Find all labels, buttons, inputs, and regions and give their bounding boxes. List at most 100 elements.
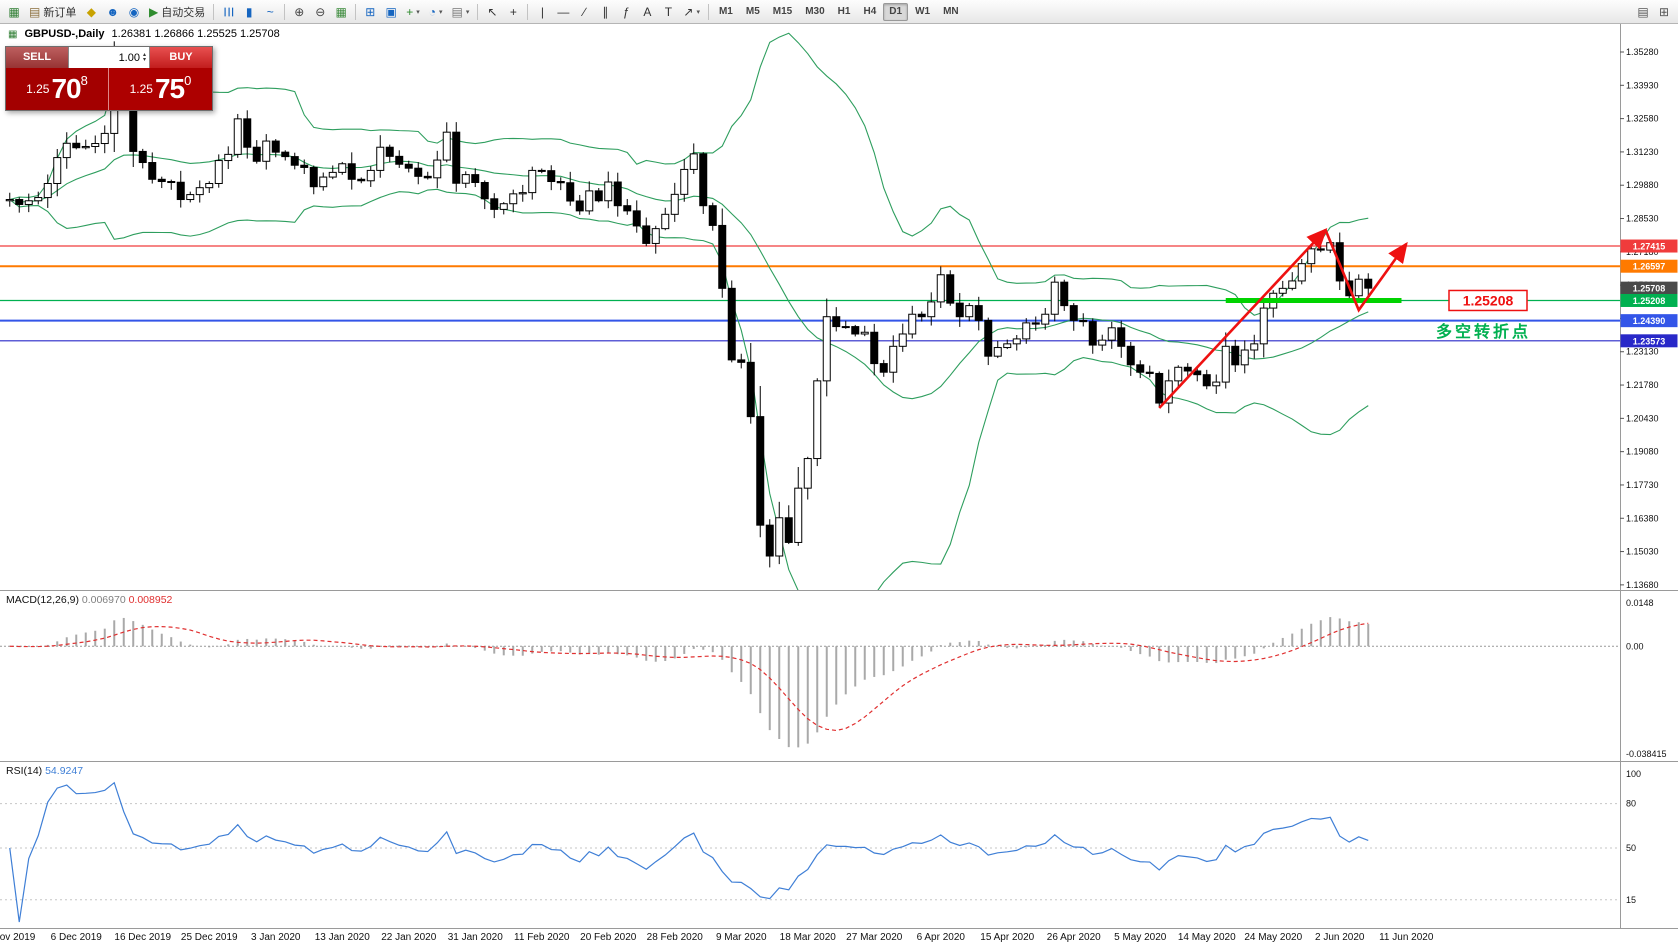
new-order-button[interactable]: ▤ 新订单 <box>25 2 80 22</box>
line-chart-type-icon: ~ <box>266 4 274 19</box>
timeframe-m15-button[interactable]: M15 <box>767 3 798 21</box>
candle <box>34 191 43 205</box>
timeframe-m1-button[interactable]: M1 <box>713 3 739 21</box>
candle <box>43 174 52 208</box>
printer-icon[interactable]: ▤ <box>1633 2 1653 22</box>
candle <box>718 208 727 298</box>
time-axis-label: 11 Feb 2020 <box>514 932 570 943</box>
candle <box>1354 274 1363 300</box>
svg-text:1.26597: 1.26597 <box>1633 262 1666 272</box>
candle <box>518 184 527 202</box>
candle <box>490 193 499 219</box>
bar-chart-type-icon[interactable]: ☰ <box>218 2 238 22</box>
candle <box>243 110 252 159</box>
candle <box>642 217 651 247</box>
bid-pipette: 8 <box>80 73 88 88</box>
fibonacci-icon: ƒ <box>623 4 630 19</box>
toolbar-separator <box>355 3 357 20</box>
price-axis-label: 1.13680 <box>1626 580 1659 590</box>
candle <box>15 197 24 213</box>
indicators-icon[interactable]: + ▾ <box>402 2 424 22</box>
bid-price[interactable]: 1.25 70 8 <box>6 68 109 110</box>
volume-stepper[interactable]: ▴ ▾ <box>142 51 146 63</box>
candle <box>537 168 546 174</box>
horizontal-line-icon[interactable]: — <box>553 2 573 22</box>
time-axis-label: 26 Apr 2020 <box>1047 932 1101 943</box>
candlestick-chart-type-icon[interactable]: ▮ <box>239 2 259 22</box>
cascade-windows-icon[interactable]: ▣ <box>381 2 401 22</box>
candle <box>623 198 632 215</box>
svg-text:1.24390: 1.24390 <box>1633 316 1666 326</box>
templates-icon[interactable]: ▤ ▾ <box>448 2 474 22</box>
candle <box>167 179 176 190</box>
trend-arrow <box>1324 229 1408 313</box>
expert-advisors-icon[interactable]: ◆ <box>81 2 101 22</box>
grid-icon[interactable]: ▦ <box>331 2 351 22</box>
arrows-icon[interactable]: ↗ ▾ <box>679 2 704 22</box>
text-label-icon[interactable]: T <box>658 2 678 22</box>
tile-windows-icon[interactable]: ⊞ <box>360 2 380 22</box>
timeframe-m30-button[interactable]: M30 <box>799 3 830 21</box>
ask-price[interactable]: 1.25 75 0 <box>109 68 212 110</box>
line-chart-type-icon[interactable]: ~ <box>260 2 280 22</box>
autotrading-button[interactable]: ▶ 自动交易 <box>145 2 209 22</box>
candle <box>594 188 603 203</box>
grid-icon: ▦ <box>335 4 347 19</box>
community-icon[interactable]: ◉ <box>124 2 144 22</box>
candle <box>480 180 489 210</box>
candle <box>822 298 831 397</box>
candle <box>404 160 413 173</box>
ask-prefix: 1.25 <box>129 82 153 96</box>
zoom-in-icon: ⊕ <box>294 4 305 19</box>
candle <box>395 150 404 168</box>
price-axis-label: 1.23130 <box>1626 347 1659 357</box>
svg-text:1.27415: 1.27415 <box>1633 242 1666 252</box>
timeframe-h4-button[interactable]: H4 <box>857 3 882 21</box>
zoom-in-icon[interactable]: ⊕ <box>289 2 309 22</box>
timeframe-mn-button[interactable]: MN <box>937 3 965 21</box>
price-axis-label: 1.35280 <box>1626 47 1659 57</box>
timeframe-mn-button-label: MN <box>943 6 959 17</box>
timeframe-h1-button[interactable]: H1 <box>832 3 857 21</box>
one-click-trading-panel: SELL 1.00 ▴ ▾ BUY 1.25 70 8 1.25 75 0 <box>5 46 213 111</box>
channel-icon[interactable]: ∥ <box>595 2 615 22</box>
new-chart-icon[interactable]: ▦ <box>4 2 24 22</box>
timeframe-w1-button[interactable]: W1 <box>909 3 936 21</box>
timeframe-d1-button[interactable]: D1 <box>883 2 909 21</box>
crosshair-icon[interactable]: + <box>503 2 523 22</box>
time-axis-label: 25 Dec 2019 <box>181 932 238 943</box>
time-axis-label: 6 Apr 2020 <box>917 932 966 943</box>
time-axis-label: 22 Jan 2020 <box>381 932 436 943</box>
timeframe-w1-button-label: W1 <box>915 6 931 17</box>
vertical-line-icon[interactable]: | <box>532 2 552 22</box>
periods-icon[interactable]: ◔ ▾ <box>425 2 447 22</box>
print-preview-icon[interactable]: ⊞ <box>1654 2 1674 22</box>
profile-icon[interactable]: ☻ <box>102 2 123 22</box>
candle <box>1126 341 1135 376</box>
candle <box>205 181 214 193</box>
cursor-icon[interactable]: ↖ <box>482 2 502 22</box>
price-axis-label: 1.28530 <box>1626 214 1659 224</box>
buy-button[interactable]: BUY <box>150 47 212 68</box>
stepper-down-icon[interactable]: ▾ <box>142 56 146 63</box>
timeframe-m5-button-label: M5 <box>745 6 760 17</box>
arrows-icon: ↗ <box>683 4 694 19</box>
trendline-icon[interactable]: ∕ <box>574 2 594 22</box>
candle <box>1098 334 1107 351</box>
sell-button[interactable]: SELL <box>6 47 68 68</box>
fibonacci-icon[interactable]: ƒ <box>616 2 636 22</box>
zoom-out-icon[interactable]: ⊖ <box>310 2 330 22</box>
stepper-up-icon[interactable]: ▴ <box>142 51 146 58</box>
candle <box>338 161 347 175</box>
toolbar: ▦ ▤ 新订单 ◆ ☻ ◉ ▶ 自动交易 ☰ ▮ ~ ⊕ ⊖ ▦ ⊞ ▣ + ▾ ◔ ▾ ▤ ▾ ↖ + | — ∕ ∥ ƒ A T ↗ ▾ M1… <box>0 0 1678 24</box>
indicators-icon: + <box>406 4 414 19</box>
candle <box>556 177 565 191</box>
volume-input[interactable]: 1.00 ▴ ▾ <box>68 47 150 68</box>
chart-canvas[interactable]: 1.25208 多空转折点 1.35280 1.33930 1.32580 1.31230… <box>0 24 1678 947</box>
candle <box>746 343 755 424</box>
candle <box>319 172 328 191</box>
timeframe-m5-button[interactable]: M5 <box>740 3 766 21</box>
price-badge: 1.25208 <box>1620 293 1678 307</box>
vertical-line-icon: | <box>540 4 544 19</box>
text-icon[interactable]: A <box>637 2 657 22</box>
